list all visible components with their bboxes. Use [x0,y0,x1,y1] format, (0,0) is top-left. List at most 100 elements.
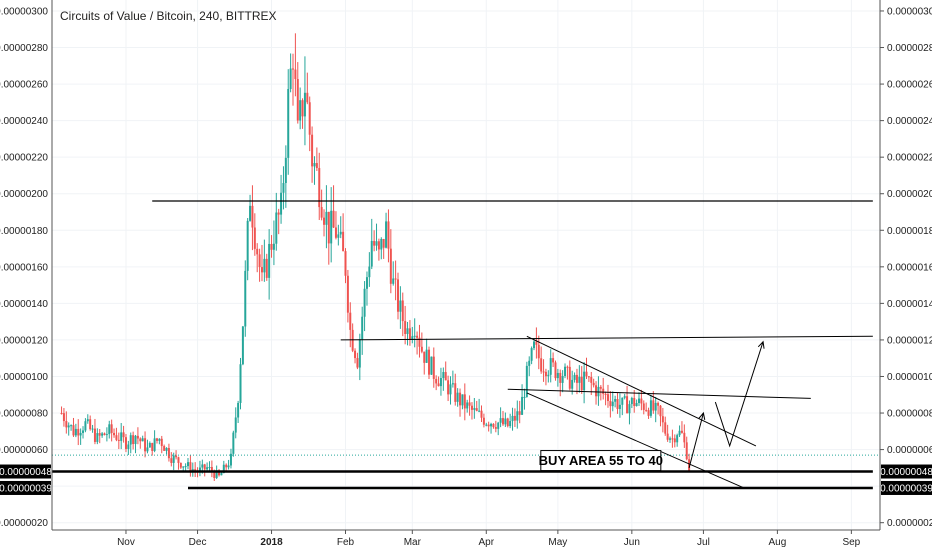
candle-body[interactable] [628,404,631,414]
candle-body[interactable] [518,411,521,415]
trend-line[interactable] [526,335,757,447]
candle-body[interactable] [547,374,550,377]
candle-body[interactable] [98,433,101,436]
candle-body[interactable] [103,433,106,435]
candle-body[interactable] [182,466,185,468]
candle-body[interactable] [470,405,473,410]
candle-body[interactable] [284,157,287,184]
candle-body[interactable] [485,424,488,426]
candle-body[interactable] [676,435,679,443]
candle-body[interactable] [79,432,82,436]
candle-body[interactable] [144,438,147,452]
candle-body[interactable] [337,234,340,238]
candle-body[interactable] [664,422,667,434]
candle-body[interactable] [564,366,567,377]
candle-body[interactable] [401,300,404,322]
trend-line[interactable] [507,388,811,399]
candle-body[interactable] [105,434,108,436]
candle-body[interactable] [187,462,190,467]
candle-body[interactable] [635,403,638,407]
candle-body[interactable] [120,432,123,441]
candle-body[interactable] [311,134,314,167]
candle-body[interactable] [673,438,676,443]
candle-body[interactable] [175,455,178,458]
candle-body[interactable] [222,464,225,474]
candle-body[interactable] [361,316,364,340]
candle-body[interactable] [659,405,662,417]
candle-body[interactable] [101,433,104,436]
candle-body[interactable] [320,207,323,218]
plot-area[interactable] [60,33,691,482]
candle-body[interactable] [151,442,154,451]
candle-body[interactable] [163,446,166,451]
candle-body[interactable] [275,212,278,244]
candle-body[interactable] [473,408,476,410]
candle-body[interactable] [315,163,318,169]
candle-body[interactable] [282,183,285,193]
candle-body[interactable] [501,418,504,425]
candle-body[interactable] [117,439,120,441]
candle-body[interactable] [327,211,330,244]
candle-body[interactable] [509,421,512,427]
candle-body[interactable] [170,458,173,463]
candle-body[interactable] [139,438,142,442]
candle-body[interactable] [456,392,459,402]
candle-body[interactable] [657,402,660,406]
candle-body[interactable] [633,397,636,407]
candle-body[interactable] [435,378,438,384]
candle-body[interactable] [72,425,75,436]
candle-body[interactable] [511,415,514,422]
candle-body[interactable] [590,376,593,383]
candle-body[interactable] [623,396,626,398]
candle-body[interactable] [416,335,419,338]
candle-body[interactable] [201,464,204,468]
candle-body[interactable] [323,217,326,225]
candle-body[interactable] [91,428,94,430]
candle-body[interactable] [268,243,271,278]
candle-body[interactable] [678,430,681,436]
candle-body[interactable] [587,376,590,378]
candle-body[interactable] [167,447,170,459]
candle-body[interactable] [396,279,399,312]
candle-body[interactable] [272,243,275,250]
candle-body[interactable] [263,258,266,273]
candle-body[interactable] [155,438,158,441]
candle-body[interactable] [153,438,156,451]
candle-body[interactable] [513,415,516,421]
candle-body[interactable] [447,380,450,395]
candle-body[interactable] [206,467,209,470]
candle-body[interactable] [210,466,213,473]
candle-body[interactable] [688,459,691,471]
candle-body[interactable] [609,400,612,407]
arrow-line[interactable] [714,341,764,448]
candle-body[interactable] [165,447,168,451]
candle-body[interactable] [480,410,483,418]
candle-body[interactable] [525,365,528,397]
candle-body[interactable] [225,464,228,468]
candle-body[interactable] [194,469,197,471]
candle-body[interactable] [385,221,388,248]
candle-body[interactable] [399,300,402,312]
candle-body[interactable] [373,240,376,246]
candle-body[interactable] [380,238,383,250]
candle-body[interactable] [611,401,614,407]
candle-body[interactable] [528,360,531,366]
candle-body[interactable] [270,243,273,250]
candle-body[interactable] [265,258,268,278]
candle-body[interactable] [377,241,380,250]
candle-body[interactable] [334,227,337,238]
candle-body[interactable] [134,435,137,445]
candle-body[interactable] [432,356,435,379]
candle-body[interactable] [411,336,414,340]
candle-body[interactable] [256,248,259,255]
candle-body[interactable] [604,393,607,395]
candle-body[interactable] [428,349,431,375]
candle-body[interactable] [110,424,113,433]
candle-body[interactable] [349,312,352,330]
candle-body[interactable] [375,241,378,246]
candle-body[interactable] [70,425,73,427]
candle-body[interactable] [413,335,416,337]
candle-body[interactable] [454,383,457,402]
candle-body[interactable] [573,374,576,380]
candle-body[interactable] [578,376,581,383]
